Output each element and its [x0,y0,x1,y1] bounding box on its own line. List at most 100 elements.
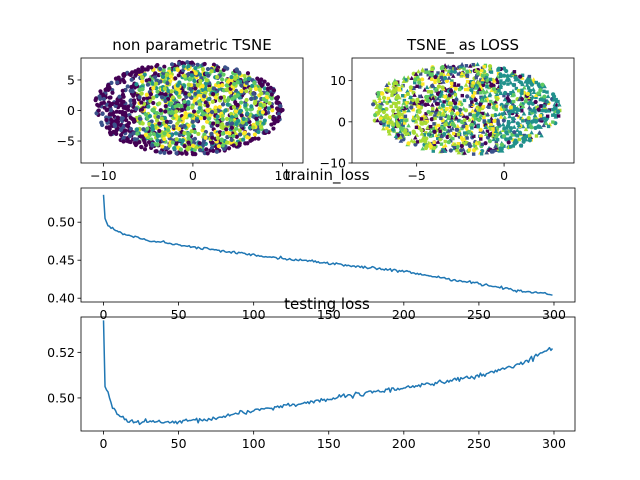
scatter-point [502,114,508,120]
axis-ticks: 0 50 100 150 200 250 300 0.40 0.45 0.50 [47,215,566,322]
scatter-point [413,71,419,76]
scatter-point [386,80,392,86]
scatter-point [484,81,490,86]
scatter-point [432,129,437,134]
scatter-point [106,83,111,89]
scatter-point [433,80,437,85]
scatter-point [444,107,449,111]
scatter-point [381,126,386,131]
scatter-point [484,150,490,155]
scatter-point [150,125,155,130]
scatter-point [511,138,515,142]
scatter-point [431,149,435,153]
scatter-point [534,134,539,138]
x-tick-label: 250 [467,436,491,451]
scatter-point [455,148,459,153]
scatter-point [512,99,516,104]
scatter-point [488,77,493,82]
scatter-point [519,116,523,121]
scatter-point [390,93,394,98]
scatter-point [149,65,154,70]
scatter-point [448,148,453,153]
scatter-point [193,71,198,76]
scatter-point [216,80,221,86]
scatter-point [479,87,484,92]
scatter-point [538,88,543,93]
scatter-point [235,102,240,108]
scatter-point [244,88,249,94]
scatter-point [167,143,172,148]
scatter-point [428,124,433,129]
scatter-point [179,103,184,109]
scatter-point [185,105,191,110]
scatter-point [399,116,403,121]
scatter-point [515,134,520,138]
scatter-point [245,135,250,140]
scatter-point [439,72,444,76]
scatter-point [399,83,405,88]
scatter-point [482,115,486,120]
scatter-point [140,79,145,84]
scatter-point [474,107,479,112]
scatter-point [497,88,501,93]
scatter-point [240,120,245,125]
scatter-point [551,113,555,117]
scatter-point [495,132,500,137]
scatter-point [271,126,276,131]
scatter-point [535,105,539,110]
scatter-point [513,75,518,80]
y-tick-label: 0.40 [47,291,75,306]
scatter-point [449,81,454,86]
scatter-point [169,110,174,116]
scatter-point [420,77,425,82]
scatter-point [542,89,546,93]
scatter-point [215,123,220,128]
scatter-point [169,101,174,106]
scatter-point [451,131,456,136]
scatter-point [476,117,482,123]
scatter-point [93,97,98,103]
y-tick-label: 0.52 [47,345,75,360]
scatter-point [462,98,467,103]
scatter-point [271,88,277,93]
scatter-point [166,150,172,155]
scatter-point [398,138,404,143]
scatter-point [225,140,230,145]
scatter-point [383,114,388,120]
scatter-point [160,74,166,79]
scatter-point [510,70,515,76]
scatter-point [538,114,543,118]
plot-frame [80,316,576,432]
scatter-point [477,86,482,92]
scatter-point [397,114,402,119]
scatter-point [166,88,171,94]
scatter-point [516,107,522,112]
scatter-point [494,104,499,108]
scatter-point [504,130,509,135]
scatter-point [467,148,472,152]
scatter-point [409,88,413,92]
scatter-point [205,113,210,118]
scatter-point [376,90,381,96]
scatter-point [155,133,160,139]
scatter-point [512,70,517,74]
scatter-point [173,113,178,118]
scatter-point [469,96,473,101]
scatter-point [471,113,476,118]
scatter-point [556,99,560,104]
scatter-point [411,108,415,112]
scatter-point [411,85,416,91]
scatter-point [442,100,446,104]
scatter-point [462,67,466,71]
scatter-point [520,88,524,93]
scatter-point [256,129,261,135]
scatter-point [214,149,219,154]
scatter-point [445,98,449,103]
scatter-point [533,92,539,98]
scatter-point [556,102,562,107]
scatter-point [115,80,120,85]
x-tick-label: 100 [242,307,266,322]
scatter-point [476,125,480,129]
scatter-point [453,101,458,106]
scatter-point [203,90,208,95]
